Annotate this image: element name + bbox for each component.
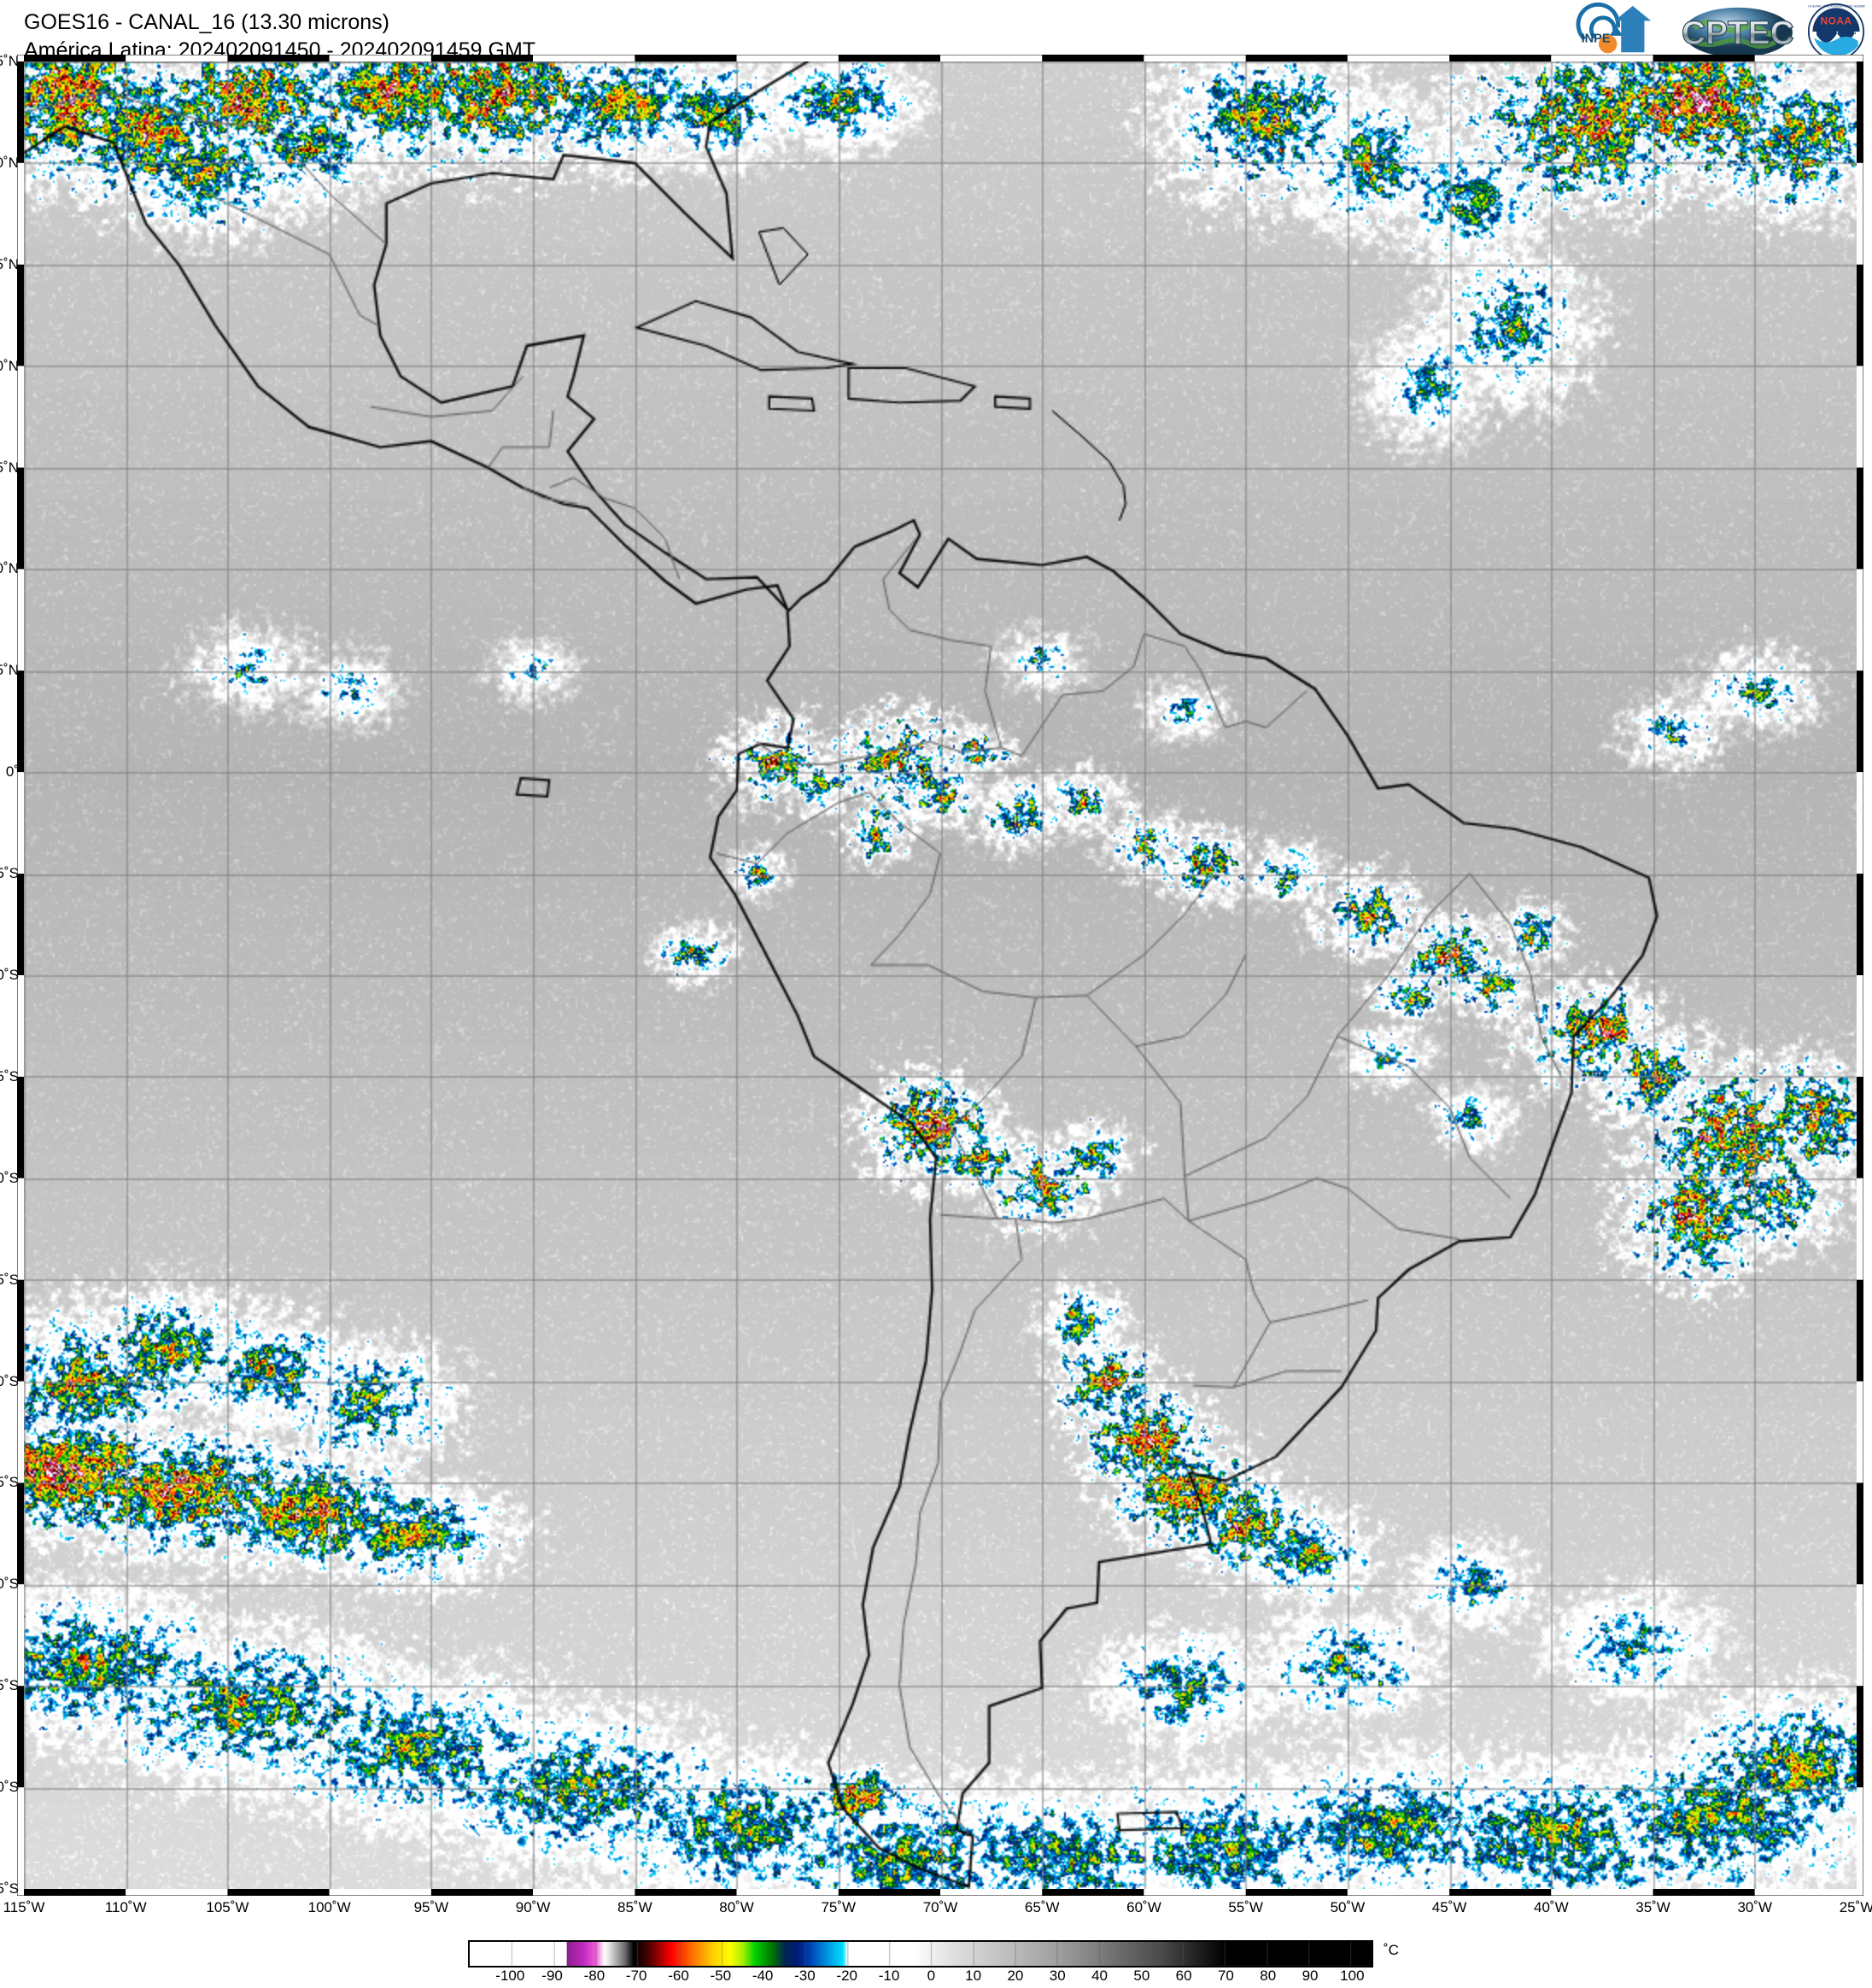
lon-tick-label: 75˚W [821,1899,857,1915]
lon-tick-label: 100˚W [307,1899,351,1915]
lon-tick-label: 115˚W [3,1899,45,1915]
colorbar-tick: 40 [1091,1968,1108,1984]
colorbar-tick: -20 [836,1968,858,1984]
lat-tick-label: 30˚S [0,1372,19,1389]
lon-tick-label: 60˚W [1126,1899,1161,1915]
lat-tick-label: 10˚N [0,560,19,577]
noaa-logo: NOAA NATIONAL OCEANIC AND ATMOSPHERIC AD… [1807,3,1865,61]
colorbar-swatch [468,1940,1373,1968]
cptec-logo: CPTEC [1682,7,1795,58]
map-imagery-canvas[interactable] [24,61,1857,1889]
colorbar-tick: 80 [1260,1968,1277,1984]
lat-tick-label: 40˚S [0,1576,19,1593]
lon-tick-label: 55˚W [1228,1899,1263,1915]
colorbar-tick: -70 [625,1968,647,1984]
svg-text:NATIONAL OCEANIC AND ATMOSPHER: NATIONAL OCEANIC AND ATMOSPHERIC ADMINIS… [1807,5,1865,9]
inpe-logo: INPE [1576,3,1651,54]
colorbar-tick: 60 [1175,1968,1192,1984]
svg-text:NOAA: NOAA [1821,15,1852,27]
lat-tick-label: 15˚S [0,1067,19,1085]
lat-tick-label: 35˚N [0,53,19,69]
header-bar: GOES16 - CANAL_16 (13.30 microns) Améric… [0,0,1872,62]
colorbar-tick: 20 [1007,1968,1024,1984]
lon-tick-label: 25˚W [1839,1899,1872,1915]
colorbar-tick: 10 [965,1968,982,1984]
lat-tick-label: 25˚N [0,255,19,272]
colorbar-tick: -10 [878,1968,900,1984]
lon-tick-label: 30˚W [1737,1899,1773,1915]
latitude-axis: 35˚N 30˚N 25˚N 20˚N 15˚N 10˚N 5˚N 0˚ 5˚S 10˚S 15˚S… [0,0,22,1988]
lat-tick-label: 0˚ [5,763,19,781]
colorbar-tick: 70 [1217,1968,1234,1984]
lon-tick-label: 35˚W [1635,1899,1670,1915]
colorbar-tick: -80 [583,1968,605,1984]
lat-tick-label: 20˚N [0,357,19,374]
logo-group: INPE CPTEC [1570,2,1865,61]
svg-text:INPE: INPE [1581,32,1610,46]
lon-tick-label: 40˚W [1534,1899,1569,1915]
lon-tick-label: 105˚W [206,1899,249,1915]
lat-tick-label: 50˚S [0,1779,19,1796]
colorbar-tick: -60 [668,1968,689,1984]
colorbar-area: -100 -90 -80 -70 -60 -50 -40 -30 -20 -10 0 10 20 30 40… [0,1937,1872,1988]
lon-tick-label: 65˚W [1024,1899,1060,1915]
lon-tick-label: 80˚W [719,1899,754,1915]
lon-tick-label: 45˚W [1431,1899,1467,1915]
colorbar-tick: 50 [1133,1968,1150,1984]
satellite-map[interactable] [24,61,1857,1889]
lat-tick-label: 10˚S [0,967,19,983]
lat-tick-label: 5˚N [0,662,19,679]
colorbar-tick: -100 [495,1968,525,1984]
lon-tick-label: 70˚W [922,1899,958,1915]
colorbar-tick-labels: -100 -90 -80 -70 -60 -50 -40 -30 -20 -10 0 10 20 30 40… [468,1968,1373,1988]
lat-tick-label: 55˚S [0,1880,19,1897]
colorbar-tick: -40 [752,1968,774,1984]
colorbar-gradient [468,1940,1373,1968]
longitude-axis: 115˚W 110˚W 105˚W 100˚W 95˚W 90˚W 85˚W 80˚W 75˚W… [0,1899,1872,1925]
lon-tick-label: 90˚W [515,1899,551,1915]
svg-text:CPTEC: CPTEC [1682,15,1794,52]
lat-tick-label: 30˚N [0,154,19,171]
lon-tick-label: 95˚W [413,1899,449,1915]
lat-tick-label: 45˚S [0,1677,19,1694]
colorbar-tick: -50 [710,1968,732,1984]
colorbar-tick: 90 [1302,1968,1319,1984]
colorbar-tick: -30 [794,1968,816,1984]
lat-tick-label: 15˚N [0,459,19,476]
colorbar-tick: 0 [927,1968,936,1984]
product-title: GOES16 - CANAL_16 (13.30 microns) [24,10,389,34]
lon-tick-label: 50˚W [1330,1899,1366,1915]
lon-tick-label: 85˚W [617,1899,652,1915]
lon-tick-label: 110˚W [104,1899,147,1915]
lat-tick-label: 35˚S [0,1474,19,1491]
colorbar-tick: -90 [541,1968,563,1984]
title-block: GOES16 - CANAL_16 (13.30 microns) Améric… [24,9,535,65]
lat-tick-label: 20˚S [0,1169,19,1186]
colorbar-tick: 100 [1340,1968,1365,1984]
lat-tick-label: 5˚S [0,865,19,882]
colorbar-tick: 30 [1049,1968,1066,1984]
colorbar-unit-label: ˚C [1384,1942,1399,1958]
lat-tick-label: 25˚S [0,1271,19,1288]
